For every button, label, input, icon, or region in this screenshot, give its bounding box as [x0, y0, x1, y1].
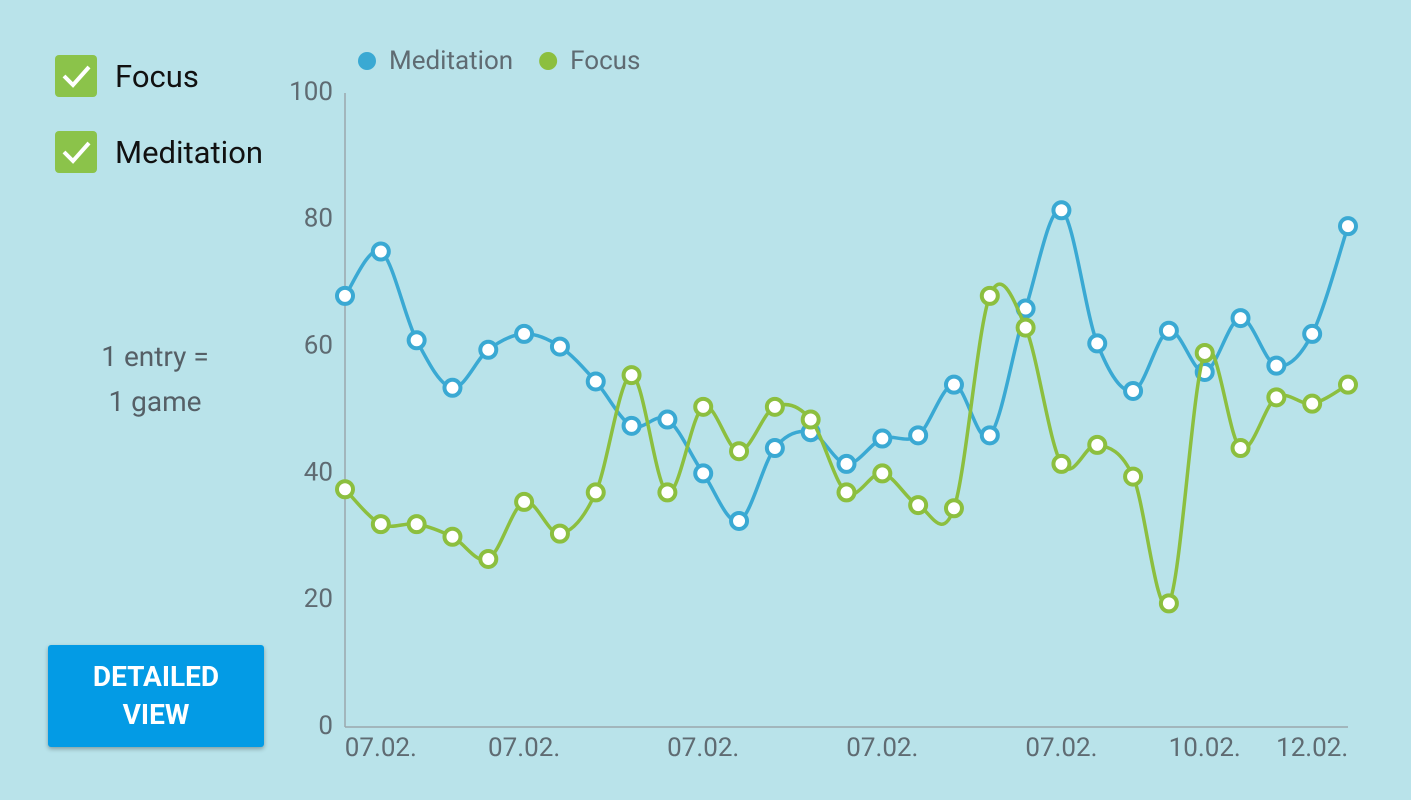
x-tick-label: 12.02. — [1276, 733, 1348, 763]
y-tick-label: 60 — [304, 330, 333, 360]
data-point — [1266, 355, 1287, 376]
detailed-view-button[interactable]: DETAILED VIEW — [48, 645, 264, 747]
data-point — [335, 285, 355, 306]
y-tick-label: 20 — [304, 584, 333, 614]
data-point — [585, 482, 606, 503]
checkbox[interactable] — [55, 55, 97, 97]
data-point — [943, 374, 964, 395]
data-point — [1338, 374, 1358, 395]
checkbox-label[interactable]: Meditation — [115, 134, 264, 171]
x-tick-label: 07.02. — [488, 733, 560, 763]
data-point — [800, 409, 821, 430]
data-point — [514, 323, 535, 344]
data-point — [442, 377, 463, 398]
x-tick-label: 07.02. — [667, 733, 739, 763]
y-tick-label: 40 — [304, 457, 333, 487]
checkbox-label[interactable]: Focus — [115, 58, 199, 95]
note-line: 1 entry = — [101, 340, 209, 373]
data-point — [1338, 216, 1358, 237]
check-icon — [62, 141, 91, 164]
y-tick-label: 0 — [318, 711, 333, 741]
x-tick-label: 07.02. — [1025, 733, 1097, 763]
note-line: 1 game — [108, 385, 202, 418]
data-point — [442, 526, 463, 547]
data-point — [1158, 320, 1179, 341]
data-point — [657, 409, 678, 430]
data-point — [1051, 200, 1072, 221]
data-point — [729, 441, 750, 462]
data-point — [836, 482, 857, 503]
legend-marker — [358, 52, 376, 70]
data-point — [943, 498, 964, 519]
check-icon — [62, 65, 91, 88]
data-point — [836, 453, 857, 474]
data-point — [1266, 387, 1287, 408]
y-tick-label: 100 — [289, 77, 333, 107]
data-point — [1123, 380, 1144, 401]
data-point — [370, 514, 391, 535]
data-point — [621, 365, 642, 386]
legend-label: Meditation — [389, 46, 513, 76]
legend-marker — [539, 52, 558, 70]
data-point — [1302, 393, 1323, 414]
data-point — [478, 548, 499, 569]
data-point — [764, 438, 785, 459]
data-point — [335, 479, 355, 500]
data-point — [621, 415, 642, 436]
data-point — [1087, 333, 1108, 354]
data-point — [979, 425, 1000, 446]
data-point — [729, 510, 750, 531]
data-point — [693, 463, 714, 484]
data-point — [872, 428, 893, 449]
data-point — [657, 482, 678, 503]
data-point — [1087, 434, 1108, 455]
y-tick-label: 80 — [304, 204, 333, 234]
x-tick-label: 07.02. — [846, 733, 918, 763]
data-point — [1230, 308, 1251, 329]
data-point — [1123, 466, 1144, 487]
data-point — [406, 514, 427, 535]
x-tick-label: 10.02. — [1169, 733, 1241, 763]
data-point — [693, 396, 714, 417]
data-point — [1194, 342, 1215, 363]
data-point — [1158, 593, 1179, 614]
data-point — [979, 285, 1000, 306]
data-point — [1302, 323, 1323, 344]
x-tick-label: 07.02. — [345, 733, 417, 763]
data-point — [1015, 317, 1036, 338]
data-point — [764, 396, 785, 417]
data-point — [478, 339, 499, 360]
legend-label: Focus — [570, 46, 640, 76]
data-point — [514, 491, 535, 512]
data-point — [872, 463, 893, 484]
data-point — [1051, 453, 1072, 474]
data-point — [908, 495, 929, 516]
data-point — [370, 241, 391, 262]
data-point — [908, 425, 929, 446]
data-point — [549, 336, 570, 357]
checkbox[interactable] — [55, 131, 97, 173]
data-point — [406, 330, 427, 351]
data-point — [1230, 438, 1251, 459]
data-point — [585, 371, 606, 392]
data-point — [549, 523, 570, 544]
